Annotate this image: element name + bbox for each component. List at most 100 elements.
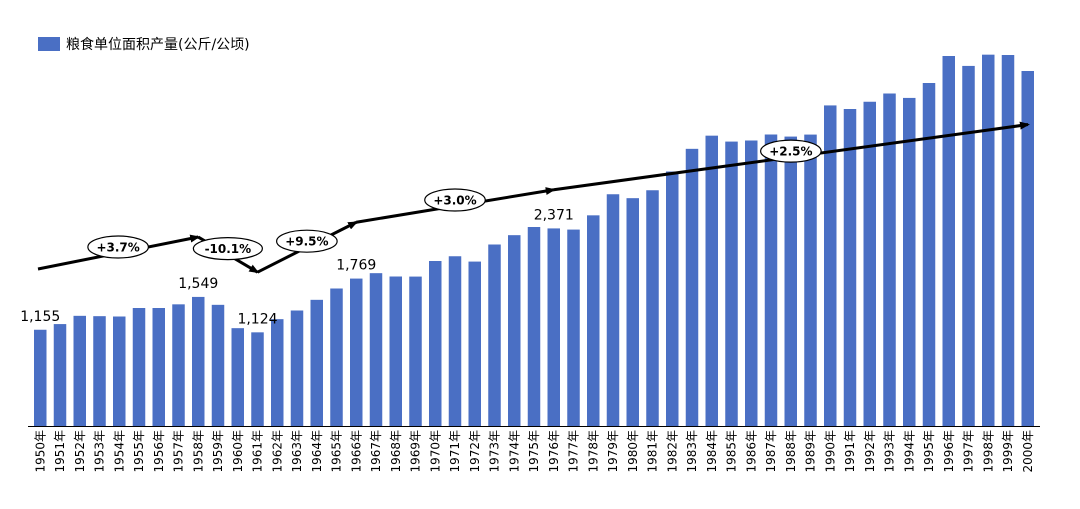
trend-badge-label: +2.5%	[769, 145, 812, 159]
bar-1996年	[942, 56, 955, 426]
x-tick-label: 1960年	[231, 430, 245, 473]
trend-badge	[276, 229, 338, 253]
bar-1954年	[113, 316, 126, 426]
x-tick-label: 1980年	[626, 430, 640, 473]
data-labels: 1,155 1,549 1,124 1,769 2,371	[20, 207, 574, 327]
x-tick-label: 1994年	[902, 430, 916, 473]
x-tick-label: 1990年	[823, 430, 837, 473]
x-tick-label: 1996年	[942, 430, 956, 473]
x-tick-label: 1989年	[804, 430, 818, 473]
trend-badge-label: +9.5%	[285, 235, 328, 249]
x-tick-label: 1973年	[488, 430, 502, 473]
bar-1972年	[468, 261, 481, 426]
x-tick-label: 1975年	[527, 430, 541, 473]
x-tick-label: 1965年	[330, 430, 344, 473]
trend-badge	[760, 139, 822, 163]
x-tick-label: 1977年	[567, 430, 581, 473]
bar-1987年	[764, 134, 778, 426]
x-tick-label: 1961年	[251, 430, 265, 473]
bar-1970年	[429, 261, 442, 426]
x-tick-label: 1998年	[981, 430, 995, 473]
bar-1973年	[488, 244, 501, 426]
bar-1999年	[1001, 55, 1015, 426]
bar-1974年	[508, 235, 521, 426]
x-tick-label: 1978年	[586, 430, 600, 473]
x-tick-label: 1952年	[73, 430, 87, 473]
bar-1969年	[409, 276, 422, 426]
x-tick-label: 1981年	[646, 430, 660, 473]
x-tick-label: 1950年	[33, 430, 47, 473]
bar-1951年	[53, 324, 67, 426]
data-label: 2,371	[534, 207, 574, 223]
x-tick-label: 1986年	[744, 430, 758, 473]
bar-1958年	[192, 296, 205, 426]
x-tick-label: 1997年	[962, 430, 976, 473]
x-tick-label: 1969年	[409, 430, 423, 473]
x-tick-label: 1956年	[152, 430, 166, 473]
x-tick-label: 1982年	[665, 430, 679, 473]
x-tick-label: 1962年	[270, 430, 284, 473]
x-tick-label: 1958年	[191, 430, 205, 473]
bar-1967年	[369, 273, 383, 426]
x-tick-label: 1955年	[132, 430, 146, 473]
data-label: 1,769	[336, 258, 376, 274]
data-label: 1,124	[237, 311, 277, 327]
x-tick-label: 1959年	[211, 430, 225, 473]
bar-1993年	[883, 93, 896, 426]
bar-1960年	[231, 328, 244, 426]
x-tick-label: 1979年	[606, 430, 620, 473]
x-tick-label: 1988年	[784, 430, 798, 473]
x-tick-label: 1971年	[448, 430, 462, 473]
x-tick-label: 1968年	[389, 430, 403, 473]
x-tick-label: 1974年	[507, 430, 521, 473]
bar-1986年	[745, 140, 758, 426]
x-tick-label: 1987年	[764, 430, 778, 473]
trend-badge-label: +3.0%	[433, 193, 476, 207]
trend-badge-label: -10.1%	[205, 242, 252, 256]
x-tick-label: 1972年	[468, 430, 482, 473]
bar-1979年	[606, 194, 620, 426]
bar-1962年	[271, 319, 284, 426]
bar-1983年	[685, 148, 699, 427]
bar-1989年	[804, 134, 817, 427]
bar-1995年	[922, 83, 936, 426]
x-tick-label: 1963年	[290, 430, 304, 473]
x-tick-label: 1992年	[863, 430, 877, 473]
legend-label: 粮食单位面积产量(公斤/公顷)	[66, 36, 250, 53]
bar-1971年	[448, 256, 462, 426]
x-tick-label: 1970年	[428, 430, 442, 473]
bar-1963年	[290, 310, 304, 426]
x-tick-label: 1953年	[93, 430, 107, 473]
bar-1998年	[982, 54, 995, 427]
data-label: 1,155	[20, 309, 60, 325]
trend-badge	[192, 236, 263, 261]
bar-1956年	[152, 308, 165, 426]
x-tick-label: 2000年	[1021, 430, 1035, 473]
bars-group	[34, 54, 1034, 427]
bar-1952年	[73, 315, 86, 426]
bar-1975年	[527, 227, 541, 426]
bar-1980年	[626, 198, 639, 426]
x-tick-label: 1957年	[172, 430, 186, 473]
x-tick-label: 1995年	[922, 430, 936, 473]
bar-1978年	[587, 215, 600, 426]
bar-1994年	[903, 97, 916, 427]
bar-1964年	[310, 299, 323, 426]
x-tick-label: 1985年	[725, 430, 739, 473]
x-tick-label: 1967年	[369, 430, 383, 473]
x-tick-label: 1951年	[53, 430, 67, 473]
bar-1990年	[824, 105, 837, 427]
x-tick-labels: 1950年 1951年 1952年 1953年 1954年 1955年 1956年 1957年…	[33, 430, 1035, 473]
bar-1968年	[389, 276, 402, 426]
x-tick-label: 1983年	[685, 430, 699, 473]
bar-1966年	[350, 278, 363, 426]
x-tick-label: 1991年	[843, 430, 857, 473]
data-label: 1,549	[178, 276, 218, 292]
trend-badge	[424, 188, 486, 212]
bar-1988年	[784, 136, 797, 427]
x-tick-label: 1999年	[1001, 430, 1015, 473]
bar-1997年	[962, 65, 975, 427]
trend-badge-label: +3.7%	[96, 241, 139, 255]
x-tick-label: 1954年	[112, 430, 126, 473]
